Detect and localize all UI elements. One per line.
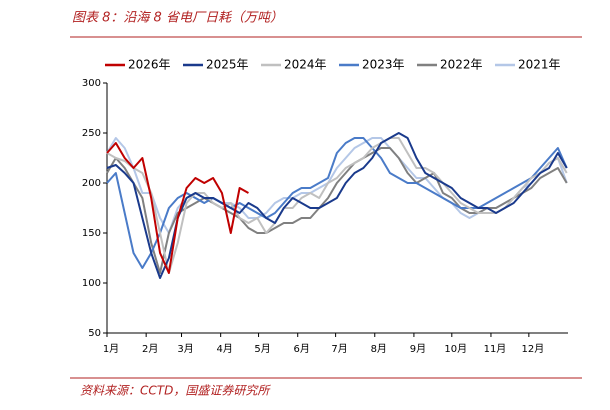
x-tick-label: 10月 (444, 343, 467, 355)
x-tick-label: 11月 (484, 343, 507, 355)
x-tick-label: 4月 (216, 343, 232, 355)
y-tick-label: 50 (88, 328, 101, 339)
series-line (106, 147, 568, 274)
chart-title: 图表 8：沿海 8 省电厂日耗（万吨） (72, 10, 283, 26)
y-tick-label: 100 (82, 278, 101, 289)
x-tick-label: 8月 (371, 343, 387, 355)
legend-label: 2021年 (518, 58, 561, 72)
y-tick-label: 300 (82, 78, 101, 89)
source-note: 资料来源：CCTD，国盛证券研究所 (80, 384, 271, 398)
x-tick-label: 12月 (521, 343, 544, 355)
y-tick-label: 150 (82, 228, 101, 239)
legend-label: 2022年 (440, 58, 483, 72)
legend-label: 2023年 (362, 58, 405, 72)
legend-label: 2026年 (128, 58, 171, 72)
x-tick-label: 2月 (142, 343, 158, 355)
series-line (106, 132, 568, 279)
x-tick-label: 5月 (254, 343, 270, 355)
x-tick-label: 3月 (177, 343, 193, 355)
x-tick-label: 9月 (410, 343, 426, 355)
legend-label: 2025年 (206, 58, 249, 72)
series-line (106, 142, 249, 274)
y-tick-label: 250 (82, 128, 101, 139)
x-tick-label: 6月 (294, 343, 310, 355)
y-tick-label: 200 (82, 178, 101, 189)
series-line (106, 137, 568, 274)
x-tick-label: 7月 (331, 343, 347, 355)
x-tick-label: 1月 (103, 343, 119, 355)
legend-label: 2024年 (284, 58, 327, 72)
